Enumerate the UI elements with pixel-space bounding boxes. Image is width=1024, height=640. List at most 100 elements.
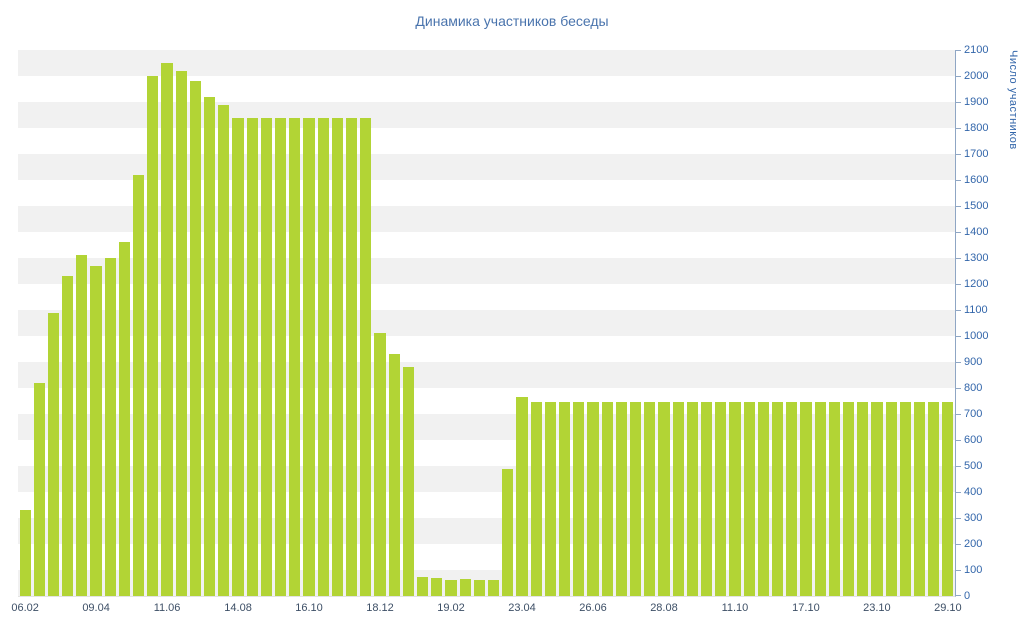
x-tick-label: 11.06 — [153, 602, 181, 614]
grid-band — [18, 414, 955, 440]
y-tick — [956, 595, 961, 596]
x-axis: 06.02 09.04 11.06 14.08 16.10 18.12 19.02 23.04… — [11, 602, 961, 618]
x-tick-label: 23.04 — [508, 602, 536, 614]
chart-title: Динамика участников беседы — [415, 13, 609, 29]
bar — [644, 402, 656, 596]
y-tick — [956, 180, 961, 181]
y-tick-label: 1600 — [964, 174, 989, 186]
grid-band — [18, 518, 955, 544]
y-axis-title: Число участников — [1007, 50, 1019, 150]
bar — [800, 402, 812, 596]
y-tick — [956, 492, 961, 493]
y-tick-label: 700 — [964, 408, 983, 420]
x-tick-label: 17.10 — [792, 602, 820, 614]
grid-band — [18, 128, 955, 154]
bar — [615, 402, 627, 596]
grid-band — [18, 50, 955, 76]
y-tick-label: 300 — [964, 512, 983, 524]
bar — [317, 117, 329, 596]
bar — [303, 117, 315, 596]
y-tick — [956, 154, 961, 155]
x-tick-label: 28.08 — [650, 602, 678, 614]
bar — [90, 265, 102, 596]
x-tick-label: 16.10 — [295, 602, 323, 614]
bar — [587, 402, 599, 596]
bar — [388, 354, 400, 596]
bar — [133, 174, 145, 596]
y-tick — [956, 50, 961, 51]
bar — [573, 402, 585, 596]
bar — [942, 402, 954, 596]
y-tick-label: 600 — [964, 434, 983, 446]
y-tick-label: 1900 — [964, 96, 989, 108]
grid-band — [18, 284, 955, 310]
y-tick-label: 2000 — [964, 70, 989, 82]
bar — [33, 382, 45, 596]
bar — [672, 402, 684, 596]
y-tick-label: 200 — [964, 538, 983, 550]
x-tick-label: 26.06 — [579, 602, 607, 614]
bar — [913, 402, 926, 596]
y-tick — [956, 76, 961, 77]
grid-band — [18, 180, 955, 206]
bar — [289, 117, 301, 596]
grid-band — [18, 362, 955, 388]
bar — [431, 577, 443, 596]
bar — [473, 580, 485, 596]
bar — [62, 276, 74, 596]
bar — [601, 402, 613, 596]
y-tick-label: 1200 — [964, 278, 989, 290]
grid-band — [18, 206, 955, 232]
grid-band — [18, 232, 955, 258]
y-tick-label: 400 — [964, 486, 983, 498]
bar — [232, 117, 244, 596]
bar — [516, 397, 528, 596]
y-tick — [956, 310, 961, 311]
bar — [530, 402, 542, 596]
y-tick — [956, 128, 961, 129]
bar — [757, 402, 769, 596]
bar — [502, 468, 514, 596]
y-tick — [956, 414, 961, 415]
x-tick-label: 23.10 — [863, 602, 891, 614]
bar — [686, 402, 698, 596]
y-tick — [956, 336, 961, 337]
y-tick — [956, 544, 961, 545]
bar — [260, 117, 273, 596]
y-tick — [956, 518, 961, 519]
y-tick-label: 1300 — [964, 252, 989, 264]
y-axis: 0 100 200 300 400 500 600 700 800 900 1000 1100 1200… — [956, 44, 1004, 602]
bar — [729, 402, 741, 596]
grid-band — [18, 310, 955, 336]
y-tick-label: 900 — [964, 356, 983, 368]
y-tick — [956, 102, 961, 103]
y-tick-label: 1800 — [964, 122, 989, 134]
bar — [857, 402, 869, 596]
y-tick-label: 1000 — [964, 330, 989, 342]
bar — [928, 402, 940, 596]
bar — [814, 402, 826, 596]
y-tick — [956, 388, 961, 389]
grid-band — [18, 102, 955, 128]
x-tick-label: 09.04 — [82, 602, 110, 614]
bar — [175, 70, 187, 596]
bar — [417, 576, 429, 596]
grid-band — [18, 76, 955, 102]
bar — [743, 402, 755, 596]
y-tick-label: 1400 — [964, 226, 989, 238]
grid-band — [18, 336, 955, 362]
bar — [700, 402, 713, 596]
x-tick-label: 29.10 — [934, 602, 962, 614]
y-tick — [956, 284, 961, 285]
bar — [771, 402, 784, 596]
bar — [246, 117, 258, 596]
y-tick-label: 1100 — [964, 304, 988, 316]
y-tick-label: 0 — [964, 590, 971, 602]
bar — [147, 76, 159, 596]
y-tick — [956, 258, 961, 259]
bar — [19, 510, 31, 596]
bar — [275, 117, 287, 596]
bar — [459, 579, 471, 596]
bar — [715, 402, 727, 596]
